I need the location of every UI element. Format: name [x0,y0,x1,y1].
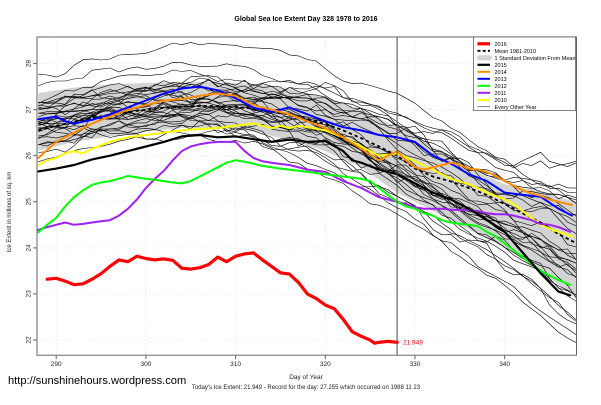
svg-text:2012: 2012 [495,84,507,90]
svg-text:22: 22 [26,336,33,344]
svg-text:2010: 2010 [495,98,507,104]
svg-text:http://sunshinehours.wordpress: http://sunshinehours.wordpress.com [8,375,186,387]
svg-text:23: 23 [26,290,33,298]
svg-text:Ice Extent in millions of sq.: Ice Extent in millions of sq. km [7,172,13,253]
svg-text:Global Sea Ice Extent Day 328: Global Sea Ice Extent Day 328 1978 to 20… [234,16,377,23]
svg-text:2013: 2013 [495,77,507,83]
svg-text:330: 330 [410,361,421,368]
svg-text:2011: 2011 [495,91,507,97]
svg-text:290: 290 [51,361,62,368]
svg-text:2014: 2014 [495,70,507,76]
svg-text:25: 25 [26,198,33,206]
svg-text:2016: 2016 [495,42,507,48]
svg-text:Day of Year: Day of Year [289,374,323,381]
svg-text:320: 320 [320,361,331,368]
svg-text:28: 28 [26,60,33,68]
svg-text:Today's Ice Extent: 21.949 -: Today's Ice Extent: 21.949 - Record for … [192,385,421,391]
svg-text:24: 24 [26,244,33,252]
svg-text:310: 310 [230,361,241,368]
svg-text:27: 27 [26,106,33,114]
svg-text:Every Other Year: Every Other Year [495,105,537,111]
svg-text:Mean 1981-2010: Mean 1981-2010 [495,49,537,55]
svg-text:300: 300 [140,361,151,368]
svg-text:1 Standard Deviation From Mean: 1 Standard Deviation From Mean [495,56,576,62]
svg-text:21.949: 21.949 [403,339,423,346]
svg-text:26: 26 [26,152,33,160]
svg-text:340: 340 [499,361,510,368]
svg-text:2015: 2015 [495,63,507,69]
